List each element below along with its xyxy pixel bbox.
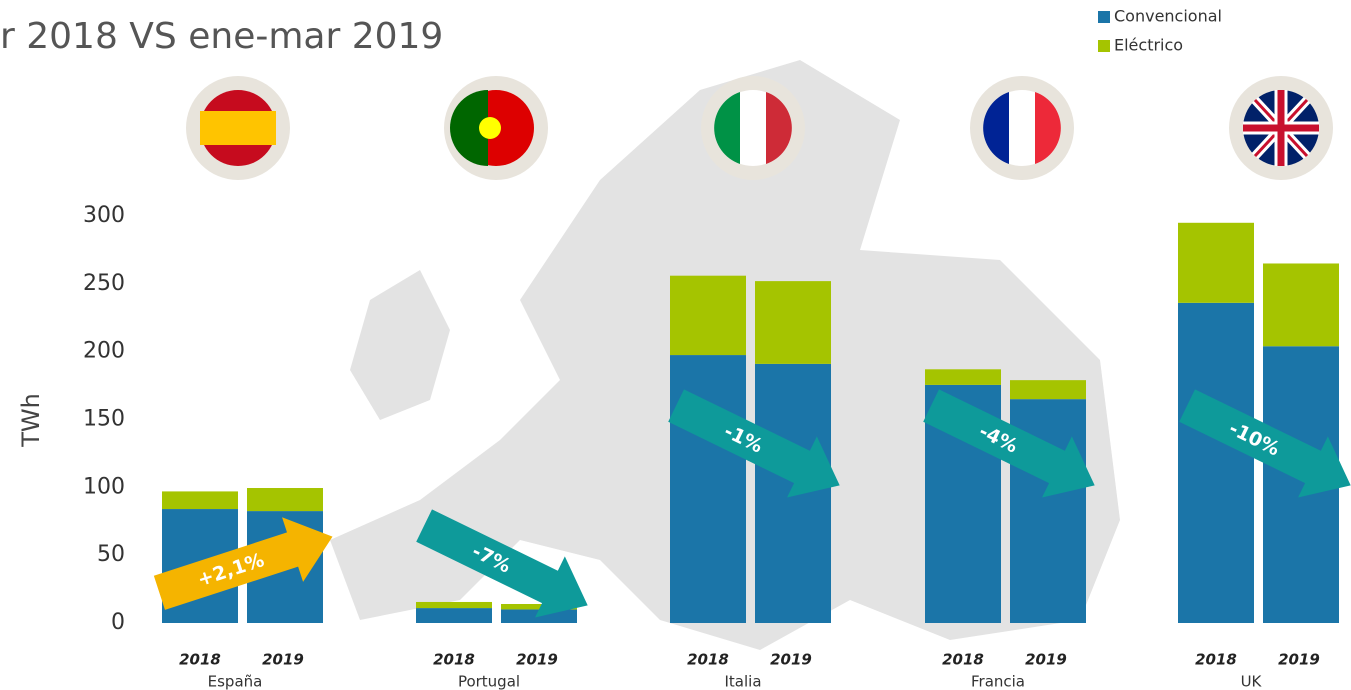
x-tick-label: 2019 bbox=[770, 651, 812, 669]
x-tick-label: 2019 bbox=[262, 651, 304, 669]
y-tick-label: 250 bbox=[83, 271, 125, 296]
arrow-shape bbox=[416, 509, 588, 618]
x-tick-label: 2018 bbox=[433, 651, 475, 669]
flags bbox=[186, 76, 1333, 180]
legend-swatch bbox=[1098, 40, 1110, 52]
y-tick-label: 300 bbox=[83, 203, 125, 228]
legend-label: Eléctrico bbox=[1114, 36, 1183, 55]
bar-segment bbox=[1178, 222, 1254, 303]
bar-segment bbox=[755, 281, 831, 364]
bar-segment bbox=[247, 488, 323, 512]
bar-segment bbox=[501, 604, 577, 610]
bar-segment bbox=[670, 275, 746, 356]
x-tick-label: 2018 bbox=[179, 651, 221, 669]
arrow-shape bbox=[923, 389, 1095, 498]
chart-title: r 2018 VS ene-mar 2019 bbox=[0, 16, 443, 57]
group-label: Portugal bbox=[458, 673, 520, 690]
bar-segment bbox=[416, 608, 492, 623]
y-tick-label: 100 bbox=[83, 474, 125, 499]
arrow-shape bbox=[668, 389, 840, 498]
arrow-shape bbox=[153, 517, 333, 610]
bar-segment bbox=[1263, 263, 1339, 347]
group-label: UK bbox=[1241, 673, 1263, 690]
bar-segment bbox=[416, 601, 492, 609]
legend-swatch bbox=[1098, 11, 1110, 23]
bar-segment bbox=[162, 491, 238, 510]
y-tick-label: 0 bbox=[111, 610, 125, 635]
y-tick-label: 50 bbox=[97, 542, 125, 567]
x-tick-label: 2018 bbox=[1195, 651, 1237, 669]
x-tick-label: 2018 bbox=[687, 651, 729, 669]
group-label: Italia bbox=[724, 673, 761, 690]
x-tick-label: 2019 bbox=[516, 651, 558, 669]
arrow-shape bbox=[1179, 389, 1351, 498]
bar-segment bbox=[1178, 302, 1254, 623]
group-label: Francia bbox=[971, 673, 1025, 690]
x-tick-label: 2019 bbox=[1025, 651, 1067, 669]
x-tick-label: 2019 bbox=[1278, 651, 1320, 669]
group-label: España bbox=[208, 673, 263, 690]
y-axis-label: TWh bbox=[17, 393, 45, 448]
x-tick-label: 2018 bbox=[942, 651, 984, 669]
y-tick-label: 200 bbox=[83, 339, 125, 364]
legend-label: Convencional bbox=[1114, 7, 1222, 26]
bar-segment bbox=[1010, 380, 1086, 400]
bar-segment bbox=[925, 369, 1001, 385]
y-tick-label: 150 bbox=[83, 407, 125, 432]
